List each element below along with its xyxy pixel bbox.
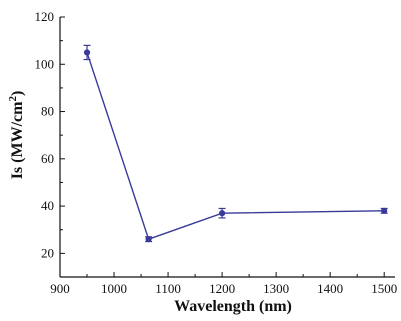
x-tick-label: 900 <box>50 281 70 296</box>
y-axis-title-tail: ) <box>9 91 26 96</box>
x-tick-label: 1200 <box>209 281 235 296</box>
data-point <box>218 210 226 217</box>
x-axis-title: Wavelength (nm) <box>174 298 292 315</box>
x-tick-label: 1300 <box>263 281 289 296</box>
x-tick-label: 1400 <box>317 281 343 296</box>
data-point <box>145 236 152 243</box>
series-line <box>86 52 385 241</box>
y-tick-label: 80 <box>41 104 54 119</box>
y-axis-title-main: Is (MW/cm <box>9 101 26 179</box>
x-tick-label: 1500 <box>371 281 397 296</box>
plot-area: 900 1000 1100 1200 1300 1400 1500 20 40 60 80 100 12… <box>35 9 398 296</box>
y-tick-label: 40 <box>41 198 54 213</box>
y-axis-title: Is (MW/cm2) <box>7 91 26 180</box>
y-tick-label: 20 <box>41 245 54 260</box>
x-tick-label: 1000 <box>101 281 127 296</box>
data-point <box>83 49 91 56</box>
y-tick-label: 60 <box>41 151 54 166</box>
y-tick-label: 120 <box>35 9 55 24</box>
y-axis-title-sup: 2 <box>7 96 19 102</box>
x-tick-label: 1100 <box>155 281 181 296</box>
data-point <box>381 207 388 214</box>
y-tick-label: 100 <box>35 56 55 71</box>
